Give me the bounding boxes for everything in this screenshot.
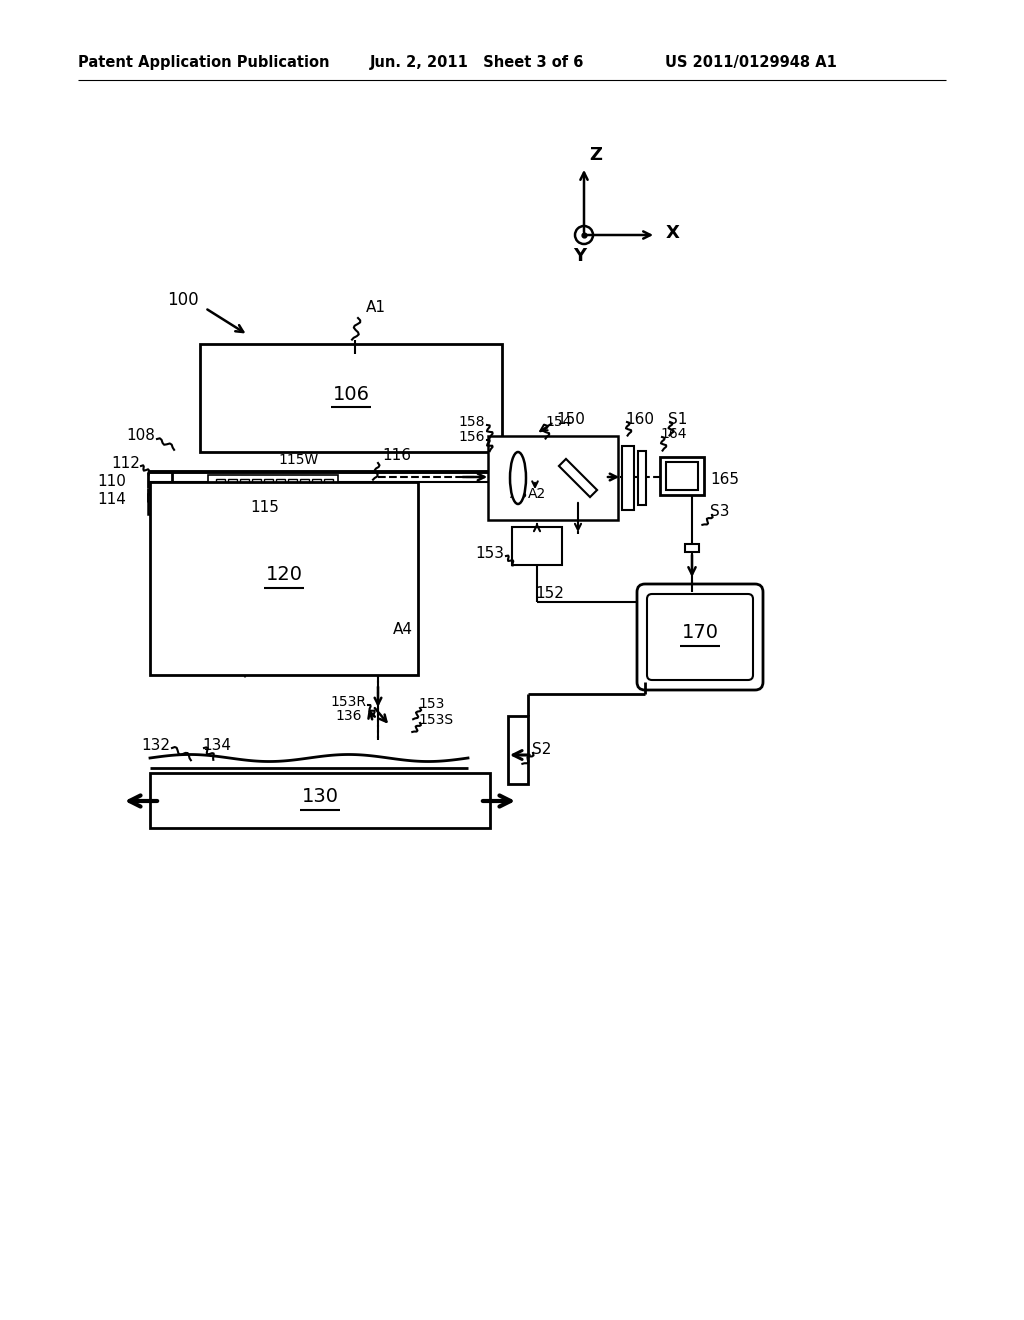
Text: 153: 153 (418, 697, 444, 711)
Text: 154: 154 (545, 414, 571, 429)
Text: 106: 106 (333, 384, 370, 404)
Text: S1: S1 (668, 412, 687, 428)
Text: 170: 170 (682, 623, 719, 643)
Text: 160: 160 (625, 412, 654, 428)
Bar (638, 451, 646, 506)
Text: X: X (666, 224, 680, 242)
Text: Patent Application Publication: Patent Application Publication (78, 54, 330, 70)
Text: 150: 150 (556, 412, 585, 428)
Text: 110: 110 (97, 474, 126, 490)
Text: 156: 156 (459, 430, 485, 444)
Text: A2: A2 (528, 487, 546, 502)
Bar (488, 436, 618, 520)
Bar (666, 462, 698, 490)
Text: 153S: 153S (418, 713, 454, 727)
Bar (312, 479, 321, 488)
Text: 136: 136 (336, 709, 362, 723)
Text: 152: 152 (535, 586, 564, 602)
Bar (660, 457, 705, 495)
Text: Y: Y (573, 247, 587, 265)
Text: 153: 153 (475, 546, 504, 561)
FancyBboxPatch shape (637, 583, 763, 690)
Text: S2: S2 (532, 742, 551, 758)
Text: S3: S3 (710, 504, 729, 520)
Bar (324, 479, 333, 488)
Text: 114: 114 (97, 492, 126, 507)
Bar (150, 482, 418, 675)
Bar (685, 544, 699, 552)
Bar (208, 475, 338, 492)
Text: 116: 116 (382, 449, 411, 463)
Bar (300, 479, 309, 488)
Text: Jun. 2, 2011   Sheet 3 of 6: Jun. 2, 2011 Sheet 3 of 6 (370, 54, 585, 70)
Bar (252, 479, 261, 488)
Text: A1: A1 (366, 301, 386, 315)
Text: 130: 130 (301, 788, 339, 807)
Text: 134: 134 (202, 738, 231, 752)
Text: 120: 120 (265, 565, 302, 585)
Text: 112: 112 (112, 455, 140, 470)
Text: 153R: 153R (330, 696, 366, 709)
Text: 132: 132 (141, 738, 170, 752)
Text: 115: 115 (251, 500, 280, 516)
Text: Z: Z (589, 147, 602, 164)
Bar (622, 446, 634, 510)
Bar (240, 479, 249, 488)
Bar (264, 479, 273, 488)
Text: 158: 158 (459, 414, 485, 429)
Bar (228, 479, 237, 488)
Bar (559, 459, 597, 498)
Text: 164: 164 (660, 426, 686, 441)
Text: 100: 100 (167, 290, 199, 309)
Text: 108: 108 (126, 428, 155, 442)
Text: US 2011/0129948 A1: US 2011/0129948 A1 (665, 54, 837, 70)
Bar (288, 479, 297, 488)
Bar (216, 479, 225, 488)
Bar (150, 774, 490, 828)
Bar (508, 715, 528, 784)
Bar (512, 527, 562, 565)
Bar (148, 494, 178, 513)
Bar (200, 345, 502, 451)
Text: 115W: 115W (278, 453, 318, 467)
Text: A3: A3 (510, 487, 528, 502)
Ellipse shape (510, 451, 526, 504)
Text: A4: A4 (393, 623, 413, 638)
Text: 165: 165 (710, 473, 739, 487)
Bar (276, 479, 285, 488)
FancyBboxPatch shape (647, 594, 753, 680)
